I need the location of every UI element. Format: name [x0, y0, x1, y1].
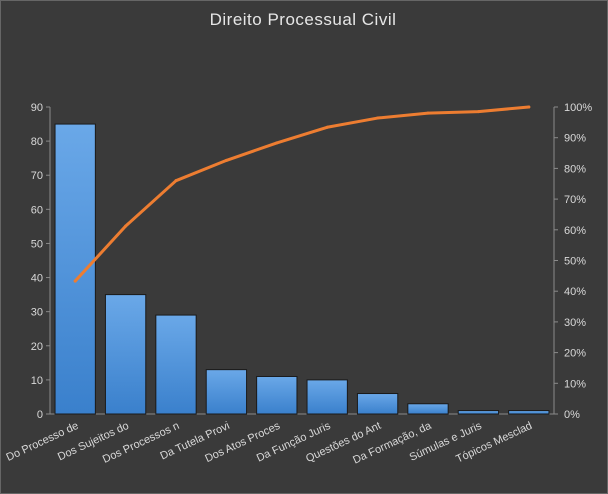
bar	[306, 379, 348, 415]
y2-tick-label: 90%	[564, 133, 586, 145]
bar	[407, 403, 449, 415]
bar	[256, 375, 298, 415]
bar	[457, 410, 500, 415]
bar	[104, 294, 147, 415]
line-point	[527, 105, 531, 109]
line-point	[426, 111, 430, 115]
y-tick-label: 0	[37, 409, 43, 421]
bar	[508, 410, 550, 415]
line-point	[73, 279, 77, 283]
line-point	[275, 141, 279, 145]
y2-tick-label: 40%	[564, 286, 586, 298]
y2-tick-label: 50%	[564, 256, 586, 268]
y2-tick-label: 100%	[564, 102, 592, 114]
bar	[205, 369, 248, 415]
chart-title: Direito Processual Civil	[210, 10, 397, 29]
line-point	[124, 224, 128, 228]
y-tick-label: 30	[31, 307, 43, 319]
y2-tick-label: 20%	[564, 348, 586, 360]
y-tick-label: 90	[31, 102, 43, 114]
line-point	[476, 110, 480, 114]
y2-tick-label: 80%	[564, 163, 586, 175]
y-tick-label: 40	[31, 273, 43, 285]
bar	[54, 123, 96, 415]
y-tick-label: 70	[31, 170, 43, 182]
y2-tick-label: 60%	[564, 225, 586, 237]
line-point	[174, 179, 178, 183]
line-point	[325, 125, 329, 129]
bar	[155, 314, 197, 415]
y-tick-label: 10	[31, 375, 43, 387]
y2-tick-label: 10%	[564, 378, 586, 390]
y-tick-label: 60	[31, 204, 43, 216]
y-tick-label: 20	[31, 341, 43, 353]
y2-tick-label: 30%	[564, 317, 586, 329]
y-tick-label: 80	[31, 136, 43, 148]
y2-tick-label: 0%	[564, 409, 580, 421]
cumulative-line	[73, 105, 531, 283]
y2-tick-label: 70%	[564, 194, 586, 206]
line-point	[224, 158, 228, 162]
bar	[356, 393, 399, 415]
y-tick-label: 50	[31, 238, 43, 250]
line-point	[376, 116, 380, 120]
